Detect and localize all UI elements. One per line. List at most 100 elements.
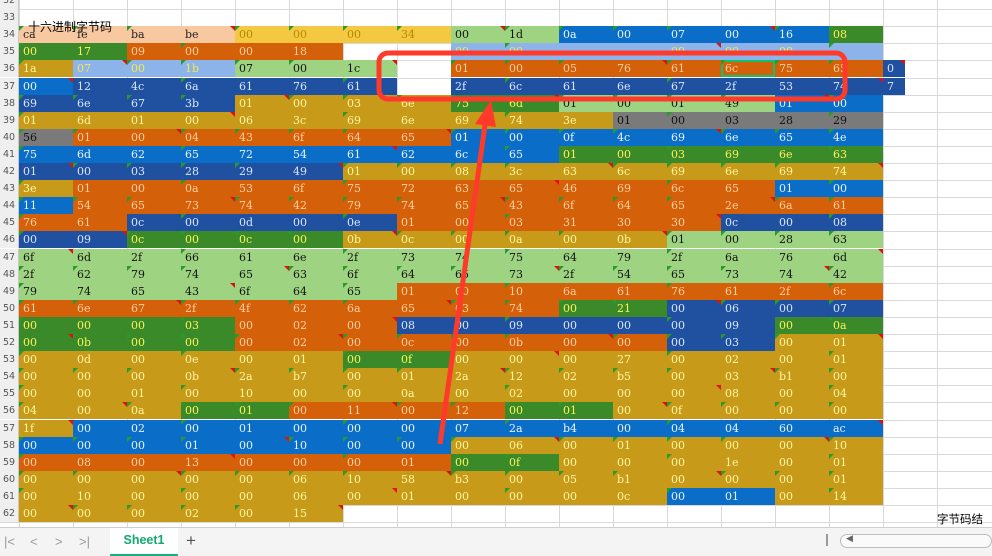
hex-cell[interactable]: 10 xyxy=(829,436,883,454)
hex-cell[interactable]: 00 xyxy=(559,385,613,403)
hex-cell[interactable]: 6a xyxy=(559,282,613,300)
hex-cell[interactable]: 01 xyxy=(73,180,127,198)
hex-cell[interactable]: 00 xyxy=(343,316,397,334)
hex-cell[interactable]: 00 xyxy=(235,334,289,352)
hex-cell[interactable]: 74 xyxy=(505,111,559,129)
hex-cell[interactable]: 6c xyxy=(451,145,505,163)
hex-cell[interactable]: 01 xyxy=(127,111,181,129)
hex-cell[interactable]: 6d xyxy=(829,248,883,266)
hex-cell[interactable]: 00 xyxy=(235,487,289,505)
hex-cell[interactable]: 00 xyxy=(667,487,721,505)
hex-cell[interactable]: 00 xyxy=(235,470,289,488)
hex-cell[interactable]: 00 xyxy=(235,26,289,44)
hex-cell[interactable]: 00 xyxy=(127,351,181,369)
hex-cell[interactable]: 00 xyxy=(559,351,613,369)
row-header[interactable]: 51 xyxy=(0,316,19,334)
hex-cell[interactable]: 1c xyxy=(343,60,397,78)
hex-cell[interactable]: 4f xyxy=(235,299,289,317)
hex-cell[interactable]: 65 xyxy=(505,180,559,198)
hex-cell[interactable]: 65 xyxy=(397,299,451,317)
row-header[interactable]: 56 xyxy=(0,402,19,420)
hex-cell[interactable]: 72 xyxy=(235,145,289,163)
hex-cell[interactable]: 00 xyxy=(73,505,127,523)
hex-cell[interactable]: 74 xyxy=(505,299,559,317)
row-header[interactable]: 55 xyxy=(0,385,19,403)
hex-cell[interactable]: 69 xyxy=(613,180,667,198)
hex-cell[interactable]: 0a xyxy=(505,231,559,249)
hex-cell[interactable]: 6e xyxy=(613,77,667,95)
hex-cell[interactable]: 00 xyxy=(559,299,613,317)
hex-cell[interactable]: 75 xyxy=(775,60,829,78)
hex-cell[interactable]: 28 xyxy=(775,231,829,249)
hex-cell[interactable]: 65 xyxy=(343,282,397,300)
hex-cell[interactable]: 65 xyxy=(451,197,505,215)
hex-cell[interactable]: 00 xyxy=(181,43,235,61)
hex-cell[interactable]: b7 xyxy=(289,368,343,386)
hex-cell[interactable]: 03 xyxy=(667,145,721,163)
hex-cell[interactable]: 00 xyxy=(775,487,829,505)
first-sheet-icon[interactable]: |< xyxy=(4,534,15,549)
hex-cell[interactable]: 69 xyxy=(775,163,829,181)
hex-cell[interactable]: 27 xyxy=(613,351,667,369)
row-header[interactable]: 38 xyxy=(0,94,19,112)
hex-cell[interactable]: 62 xyxy=(73,265,127,283)
hex-cell[interactable]: 1a xyxy=(19,60,73,78)
hex-cell[interactable]: 64 xyxy=(397,265,451,283)
hex-cell[interactable]: 00 xyxy=(73,436,127,454)
hex-cell[interactable]: 49 xyxy=(289,163,343,181)
hex-cell[interactable]: 07 xyxy=(667,26,721,44)
hex-cell[interactable]: 00 xyxy=(181,487,235,505)
hex-cell[interactable]: 2f xyxy=(343,248,397,266)
hex-cell[interactable]: 00 xyxy=(559,231,613,249)
hex-cell[interactable]: 00 xyxy=(181,334,235,352)
hex-cell[interactable]: 10 xyxy=(73,487,127,505)
hex-cell[interactable]: 10 xyxy=(505,282,559,300)
hex-cell[interactable]: 65 xyxy=(721,180,775,198)
hex-cell[interactable]: 67 xyxy=(127,94,181,112)
hex-cell[interactable]: 00 xyxy=(613,402,667,420)
hex-cell[interactable]: 09 xyxy=(721,316,775,334)
hex-cell[interactable]: 01 xyxy=(829,351,883,369)
hex-cell[interactable]: 02 xyxy=(721,351,775,369)
hex-cell[interactable]: 01 xyxy=(289,351,343,369)
hex-cell[interactable]: 76 xyxy=(613,60,667,78)
hex-cell[interactable]: 00 xyxy=(505,60,559,78)
hex-cell[interactable]: 00 xyxy=(829,402,883,420)
hex-cell[interactable]: 2f xyxy=(451,77,505,95)
hex-cell[interactable]: 00 xyxy=(19,368,73,386)
hex-cell[interactable]: 2e xyxy=(721,197,775,215)
row-header[interactable]: 47 xyxy=(0,248,19,266)
row-header[interactable]: 48 xyxy=(0,265,19,283)
hex-cell[interactable]: 0a xyxy=(127,402,181,420)
hex-cell[interactable]: 64 xyxy=(343,128,397,146)
row-header[interactable]: 52 xyxy=(0,334,19,352)
hex-cell[interactable]: 73 xyxy=(721,265,775,283)
hex-cell[interactable]: 07 xyxy=(451,419,505,437)
hex-cell[interactable]: 00 xyxy=(667,316,721,334)
hex-cell[interactable]: 69 xyxy=(19,94,73,112)
hex-cell[interactable]: 01 xyxy=(343,163,397,181)
hex-cell[interactable]: 09 xyxy=(73,231,127,249)
hex-cell[interactable]: 12 xyxy=(73,77,127,95)
row-header[interactable]: 37 xyxy=(0,77,19,95)
hex-cell[interactable]: 3b xyxy=(181,94,235,112)
hex-cell[interactable]: 76 xyxy=(289,77,343,95)
hex-cell[interactable]: 00 xyxy=(451,487,505,505)
hex-cell[interactable]: 63 xyxy=(451,299,505,317)
hex-cell[interactable]: 00 xyxy=(613,145,667,163)
hex-cell[interactable]: 6e xyxy=(775,145,829,163)
hex-cell[interactable]: 00 xyxy=(775,214,829,232)
hex-cell[interactable]: 64 xyxy=(289,282,343,300)
hex-cell[interactable]: 72 xyxy=(397,180,451,198)
hex-cell[interactable]: 2f xyxy=(127,248,181,266)
hex-cell[interactable]: 00 xyxy=(613,316,667,334)
hex-cell[interactable]: 54 xyxy=(289,145,343,163)
hex-cell[interactable]: 76 xyxy=(775,248,829,266)
hex-cell[interactable]: 00 xyxy=(613,385,667,403)
row-header[interactable]: 57 xyxy=(0,419,19,437)
hex-cell[interactable]: 6d xyxy=(73,145,127,163)
hex-cell[interactable]: 00 xyxy=(289,402,343,420)
hex-cell[interactable]: 0f xyxy=(559,128,613,146)
hex-cell[interactable]: 4c xyxy=(613,128,667,146)
hex-cell[interactable]: 2a xyxy=(505,419,559,437)
